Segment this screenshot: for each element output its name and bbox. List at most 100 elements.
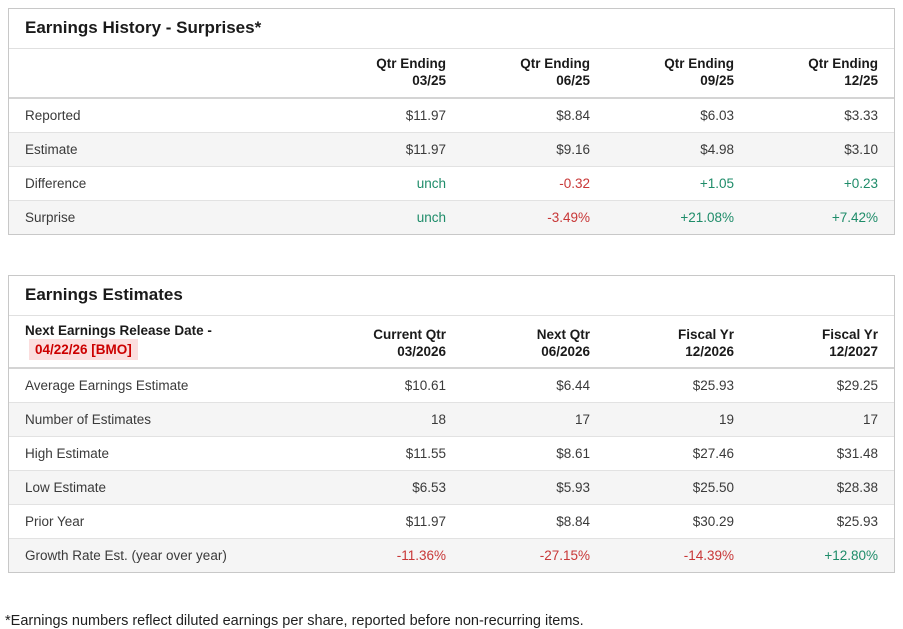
value-cell: 17 [750, 402, 894, 438]
column-header-line1: Fiscal Yr [821, 326, 878, 342]
row-label: Average Earnings Estimate [9, 368, 318, 404]
value-cell: 18 [318, 402, 462, 438]
release-date-badge: 04/22/26 [BMO] [29, 338, 138, 361]
value-cell: -0.32 [462, 166, 606, 201]
column-header: Fiscal Yr 12/2026 [606, 315, 750, 370]
earnings-history-body: Reported $11.97 $8.84 $6.03 $3.33 Estimate $11… [9, 97, 894, 234]
value-cell: $6.44 [462, 368, 606, 404]
column-header-line2: 12/25 [844, 73, 878, 89]
earnings-estimates-title: Earnings Estimates [9, 276, 894, 316]
value-cell: $31.48 [750, 436, 894, 472]
earnings-history-header: Qtr Ending 03/25 Qtr Ending 06/25 Qtr Ending… [9, 49, 894, 99]
earnings-estimates-header: Next Earnings Release Date -04/22/26 [BM… [9, 315, 894, 370]
value-cell: $5.93 [462, 470, 606, 506]
earnings-history-title: Earnings History - Surprises* [9, 9, 894, 49]
value-cell: $11.97 [318, 504, 462, 540]
table-row: Number of Estimates 18 17 19 17 [9, 402, 894, 438]
footnote: *Earnings numbers reflect diluted earnin… [5, 613, 584, 629]
table-row: Average Earnings Estimate $10.61 $6.44 $25.… [9, 368, 894, 404]
column-header-line2: 03/2026 [397, 343, 446, 359]
column-header: Qtr Ending 06/25 [462, 49, 606, 99]
value-cell: unch [318, 166, 462, 201]
value-cell: $6.03 [606, 97, 750, 133]
row-label: Reported [9, 97, 318, 133]
value-cell: -3.49% [462, 200, 606, 234]
value-cell: +7.42% [750, 200, 894, 234]
earnings-estimates-table: Next Earnings Release Date -04/22/26 [BM… [9, 315, 894, 573]
value-cell: $11.55 [318, 436, 462, 472]
value-cell: $8.61 [462, 436, 606, 472]
column-header: Next Qtr 06/2026 [462, 315, 606, 370]
release-date-label: Next Earnings Release Date - [25, 322, 212, 338]
header-row: Next Earnings Release Date -04/22/26 [BM… [9, 315, 894, 370]
header-row: Qtr Ending 03/25 Qtr Ending 06/25 Qtr Ending… [9, 49, 894, 99]
value-cell: +21.08% [606, 200, 750, 234]
value-cell: $10.61 [318, 368, 462, 404]
table-row: Surprise unch -3.49% +21.08% +7.42% [9, 200, 894, 234]
table-row: Reported $11.97 $8.84 $6.03 $3.33 [9, 97, 894, 133]
table-row: Estimate $11.97 $9.16 $4.98 $3.10 [9, 132, 894, 167]
value-cell: $6.53 [318, 470, 462, 506]
row-label: Prior Year [9, 504, 318, 540]
column-header-line2: 06/25 [556, 73, 590, 89]
column-header-line2: 06/2026 [541, 343, 590, 359]
value-cell: +1.05 [606, 166, 750, 201]
table-row: Difference unch -0.32 +1.05 +0.23 [9, 166, 894, 201]
header-spacer [9, 49, 318, 99]
column-header-line1: Qtr Ending [808, 56, 878, 71]
column-header: Qtr Ending 12/25 [750, 49, 894, 99]
table-row: Growth Rate Est. (year over year) -11.36%… [9, 538, 894, 573]
column-header-line1: Fiscal Yr [677, 326, 734, 342]
value-cell: $25.50 [606, 470, 750, 506]
value-cell: -14.39% [606, 538, 750, 573]
earnings-estimates-panel: Earnings Estimates Next Earnings Release… [8, 274, 895, 574]
value-cell: $9.16 [462, 132, 606, 167]
row-label: Difference [9, 166, 318, 201]
earnings-history-panel: Earnings History - Surprises* Qtr Ending… [8, 8, 895, 235]
value-cell: $8.84 [462, 97, 606, 133]
value-cell: $25.93 [606, 368, 750, 404]
row-label: High Estimate [9, 436, 318, 472]
row-label: Number of Estimates [9, 402, 318, 438]
value-cell: $3.33 [750, 97, 894, 133]
value-cell: -11.36% [318, 538, 462, 573]
column-header-line2: 03/25 [412, 73, 446, 89]
value-cell: $28.38 [750, 470, 894, 506]
column-header-line1: Qtr Ending [664, 56, 734, 71]
value-cell: -27.15% [462, 538, 606, 573]
column-header-line2: 09/25 [700, 73, 734, 89]
column-header: Qtr Ending 03/25 [318, 49, 462, 99]
value-cell: 17 [462, 402, 606, 438]
earnings-history-table: Qtr Ending 03/25 Qtr Ending 06/25 Qtr Ending… [9, 49, 894, 234]
value-cell: +0.23 [750, 166, 894, 201]
value-cell: $11.97 [318, 97, 462, 133]
value-cell: $29.25 [750, 368, 894, 404]
table-row: High Estimate $11.55 $8.61 $27.46 $31.48 [9, 436, 894, 472]
column-header-line2: 12/2026 [685, 343, 734, 359]
row-label: Growth Rate Est. (year over year) [9, 538, 318, 573]
value-cell: $4.98 [606, 132, 750, 167]
value-cell: $8.84 [462, 504, 606, 540]
earnings-estimates-body: Average Earnings Estimate $10.61 $6.44 $25.… [9, 368, 894, 573]
column-header-line1: Qtr Ending [520, 56, 590, 71]
release-date-cell: Next Earnings Release Date -04/22/26 [BM… [9, 315, 318, 370]
value-cell: 19 [606, 402, 750, 438]
value-cell: $25.93 [750, 504, 894, 540]
column-header: Current Qtr 03/2026 [318, 315, 462, 370]
value-cell: +12.80% [750, 538, 894, 573]
column-header: Qtr Ending 09/25 [606, 49, 750, 99]
row-label: Low Estimate [9, 470, 318, 506]
value-cell: unch [318, 200, 462, 234]
value-cell: $27.46 [606, 436, 750, 472]
column-header-line1: Qtr Ending [376, 56, 446, 71]
column-header-line2: 12/2027 [829, 343, 878, 359]
value-cell: $11.97 [318, 132, 462, 167]
row-label: Surprise [9, 200, 318, 234]
table-row: Prior Year $11.97 $8.84 $30.29 $25.93 [9, 504, 894, 540]
row-label: Estimate [9, 132, 318, 167]
column-header-line1: Current Qtr [373, 326, 446, 342]
value-cell: $3.10 [750, 132, 894, 167]
value-cell: $30.29 [606, 504, 750, 540]
column-header-line1: Next Qtr [536, 326, 590, 342]
table-row: Low Estimate $6.53 $5.93 $25.50 $28.38 [9, 470, 894, 506]
